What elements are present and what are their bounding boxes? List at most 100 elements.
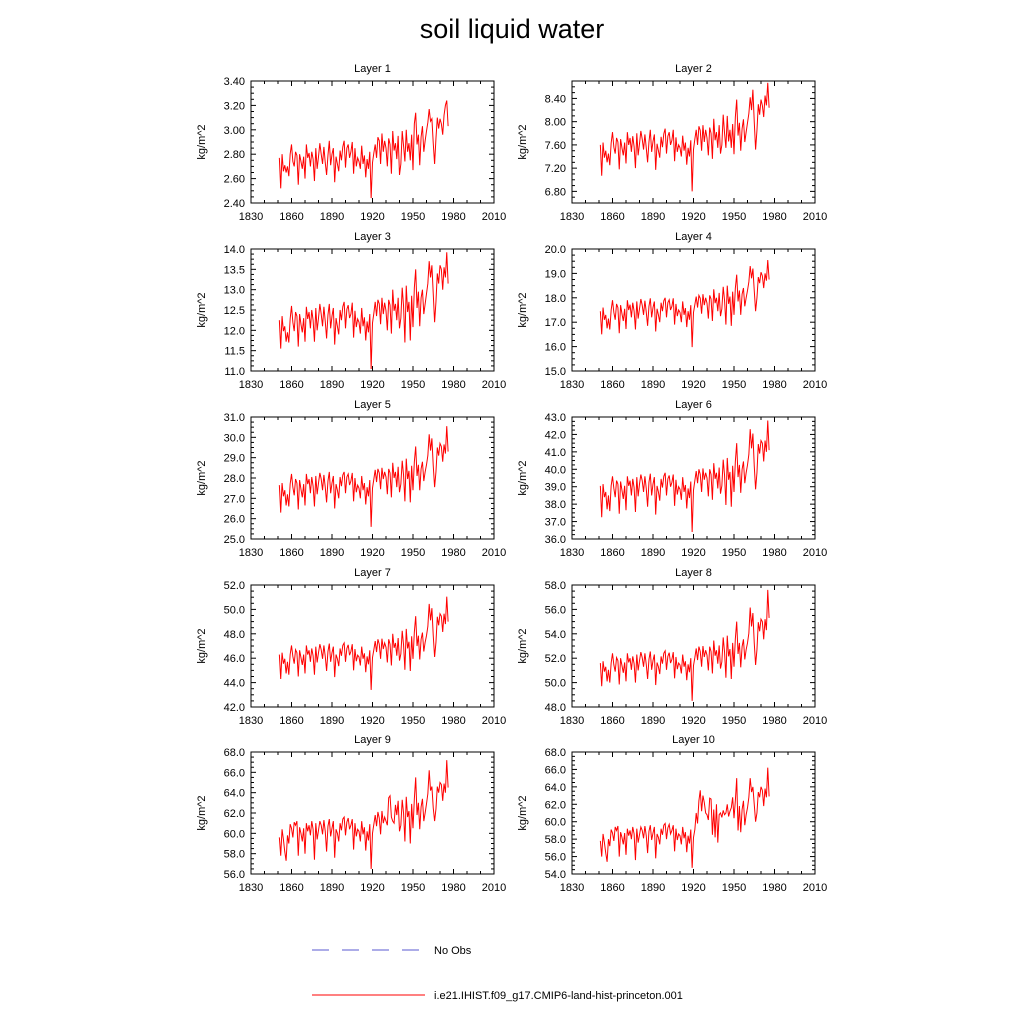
- y-tick-label: 58.0: [545, 580, 566, 592]
- x-tick-label: 1950: [401, 882, 425, 894]
- panel-title: Layer 4: [675, 231, 712, 243]
- x-tick-label: 1860: [279, 379, 303, 391]
- panel-7: Layer 7 kg/m^2 1830 1860 1890 1920 1950 1980 201…: [196, 567, 506, 727]
- x-tick-label: 1980: [441, 547, 465, 559]
- legend-label: i.e21.IHIST.f09_g17.CMIP6-land-hist-prin…: [434, 990, 683, 1002]
- x-tick-label: 1890: [320, 379, 344, 391]
- series-line: [599, 82, 770, 192]
- x-tick-label: 1830: [560, 715, 584, 727]
- x-tick-label: 1890: [320, 547, 344, 559]
- y-axis-label: kg/m^2: [196, 124, 208, 159]
- y-tick-label: 41.0: [545, 447, 566, 459]
- series-line: [278, 426, 449, 527]
- panel-6: Layer 6 kg/m^2 1830 1860 1890 1920 1950 1980 201…: [517, 399, 827, 559]
- y-tick-label: 54.0: [545, 869, 566, 881]
- chart-main-title: soil liquid water: [419, 14, 605, 44]
- y-tick-label: 13.0: [224, 285, 245, 297]
- y-tick-label: 50.0: [545, 678, 566, 690]
- y-tick-label: 58.0: [545, 834, 566, 846]
- y-tick-label: 56.0: [224, 869, 245, 881]
- panel-title: Layer 2: [675, 63, 712, 75]
- y-tick-label: 42.0: [545, 429, 566, 441]
- y-tick-label: 46.0: [224, 653, 245, 665]
- x-tick-label: 1830: [239, 715, 263, 727]
- x-tick-label: 1980: [441, 715, 465, 727]
- x-tick-label: 2010: [482, 882, 506, 894]
- x-tick-label: 1980: [762, 882, 786, 894]
- y-tick-label: 43.0: [545, 412, 566, 424]
- y-tick-label: 56.0: [545, 604, 566, 616]
- y-tick-label: 66.0: [545, 764, 566, 776]
- y-tick-label: 42.0: [224, 702, 245, 714]
- panel-title: Layer 10: [672, 734, 715, 746]
- y-tick-label: 52.0: [545, 653, 566, 665]
- panel-title: Layer 1: [354, 63, 391, 75]
- x-tick-label: 1890: [641, 379, 665, 391]
- y-tick-label: 7.60: [545, 140, 566, 152]
- series-line: [278, 596, 449, 690]
- y-tick-label: 27.0: [224, 493, 245, 505]
- x-tick-label: 1980: [762, 547, 786, 559]
- series-line: [278, 100, 449, 199]
- x-tick-label: 1830: [560, 882, 584, 894]
- y-axis-label: kg/m^2: [517, 124, 529, 159]
- y-tick-label: 6.80: [545, 186, 566, 198]
- panel-1: Layer 1 kg/m^2 1830 1860 1890 1920 1950 1980 201…: [196, 63, 506, 223]
- x-tick-label: 1950: [401, 211, 425, 223]
- panel-9: Layer 9 kg/m^2 1830 1860 1890 1920 1950 1980 201…: [196, 734, 506, 894]
- x-tick-label: 1920: [681, 547, 705, 559]
- x-tick-label: 1920: [360, 715, 384, 727]
- panel-3: Layer 3 kg/m^2 1830 1860 1890 1920 1950 1980 201…: [196, 231, 506, 391]
- y-tick-label: 31.0: [224, 412, 245, 424]
- x-tick-label: 1860: [600, 211, 624, 223]
- plot-frame: [571, 80, 816, 204]
- x-tick-label: 1920: [681, 379, 705, 391]
- x-tick-label: 1980: [762, 211, 786, 223]
- y-tick-label: 11.5: [224, 346, 245, 358]
- x-tick-label: 1920: [681, 211, 705, 223]
- x-tick-label: 2010: [803, 379, 827, 391]
- series-line: [599, 259, 770, 348]
- x-tick-label: 1860: [600, 547, 624, 559]
- y-tick-label: 60.0: [224, 828, 245, 840]
- x-tick-label: 2010: [803, 547, 827, 559]
- series-line: [278, 760, 449, 869]
- x-tick-label: 1830: [239, 882, 263, 894]
- y-tick-label: 12.0: [224, 325, 245, 337]
- x-tick-label: 1890: [641, 715, 665, 727]
- panel-10: Layer 10 kg/m^2 1830 1860 1890 1920 1950 1980 20…: [517, 734, 827, 894]
- y-tick-label: 11.0: [224, 366, 245, 378]
- plot-frame: [250, 248, 495, 372]
- x-tick-label: 1950: [722, 379, 746, 391]
- y-tick-label: 3.00: [224, 125, 245, 137]
- panel-title: Layer 5: [354, 399, 391, 411]
- x-tick-label: 1830: [560, 211, 584, 223]
- y-tick-label: 58.0: [224, 849, 245, 861]
- x-tick-label: 1950: [722, 547, 746, 559]
- x-tick-label: 1980: [762, 715, 786, 727]
- x-tick-label: 1950: [722, 211, 746, 223]
- y-axis-label: kg/m^2: [196, 628, 208, 663]
- x-tick-label: 1980: [441, 211, 465, 223]
- y-tick-label: 15.0: [545, 366, 566, 378]
- y-tick-label: 3.20: [224, 100, 245, 112]
- y-tick-label: 19.0: [545, 268, 566, 280]
- x-tick-label: 2010: [482, 211, 506, 223]
- y-tick-label: 8.00: [545, 117, 566, 129]
- plot-frame: [250, 751, 495, 875]
- y-axis-label: kg/m^2: [196, 460, 208, 495]
- x-tick-label: 1950: [401, 547, 425, 559]
- panel-title: Layer 8: [675, 567, 712, 579]
- y-tick-label: 26.0: [224, 514, 245, 526]
- y-tick-label: 52.0: [224, 580, 245, 592]
- y-tick-label: 38.0: [545, 499, 566, 511]
- panel-title: Layer 3: [354, 231, 391, 243]
- y-axis-label: kg/m^2: [517, 795, 529, 830]
- panel-title: Layer 6: [675, 399, 712, 411]
- y-tick-label: 50.0: [224, 604, 245, 616]
- x-tick-label: 1920: [681, 715, 705, 727]
- x-tick-label: 1860: [600, 715, 624, 727]
- x-tick-label: 2010: [482, 547, 506, 559]
- y-axis-label: kg/m^2: [196, 795, 208, 830]
